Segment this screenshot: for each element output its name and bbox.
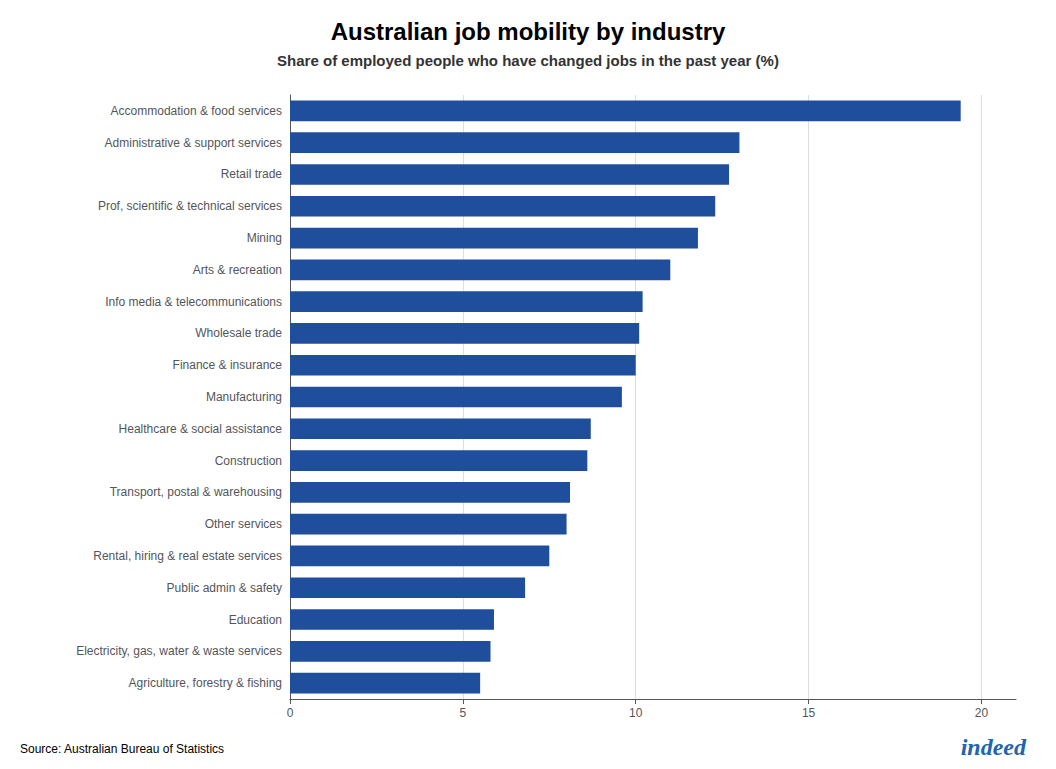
svg-text:Other services: Other services: [205, 517, 282, 531]
svg-text:Administrative & support servi: Administrative & support services: [105, 136, 282, 150]
svg-text:20: 20: [975, 706, 989, 720]
svg-text:0: 0: [287, 706, 294, 720]
svg-text:10: 10: [629, 706, 643, 720]
svg-text:Prof, scientific & technical s: Prof, scientific & technical services: [98, 199, 282, 213]
svg-text:5: 5: [460, 706, 467, 720]
svg-text:Rental, hiring & real estate s: Rental, hiring & real estate services: [93, 549, 282, 563]
svg-text:Construction: Construction: [215, 454, 282, 468]
svg-text:Retail trade: Retail trade: [221, 167, 283, 181]
svg-text:Accommodation & food services: Accommodation & food services: [111, 104, 282, 118]
svg-text:Source: Australian Bureau of S: Source: Australian Bureau of Statistics: [20, 742, 224, 756]
svg-text:Arts & recreation: Arts & recreation: [193, 263, 282, 277]
svg-text:Education: Education: [229, 613, 282, 627]
svg-text:Wholesale trade: Wholesale trade: [195, 326, 282, 340]
svg-text:Mining: Mining: [247, 231, 282, 245]
svg-text:Public admin & safety: Public admin & safety: [167, 581, 282, 595]
svg-text:indeed: indeed: [961, 734, 1027, 760]
svg-text:Agriculture, forestry & fishin: Agriculture, forestry & fishing: [129, 676, 282, 690]
svg-text:Electricity, gas, water & wast: Electricity, gas, water & waste services: [76, 644, 282, 658]
svg-text:Healthcare & social assistance: Healthcare & social assistance: [119, 422, 283, 436]
svg-text:Share of employed people who h: Share of employed people who have change…: [277, 52, 779, 69]
svg-text:Info media & telecommunication: Info media & telecommunications: [105, 295, 282, 309]
svg-text:Australian job mobility by ind: Australian job mobility by industry: [331, 18, 726, 45]
svg-text:Transport, postal & warehousin: Transport, postal & warehousing: [110, 485, 282, 499]
svg-text:Finance & insurance: Finance & insurance: [173, 358, 283, 372]
svg-text:Manufacturing: Manufacturing: [206, 390, 282, 404]
svg-text:15: 15: [802, 706, 816, 720]
